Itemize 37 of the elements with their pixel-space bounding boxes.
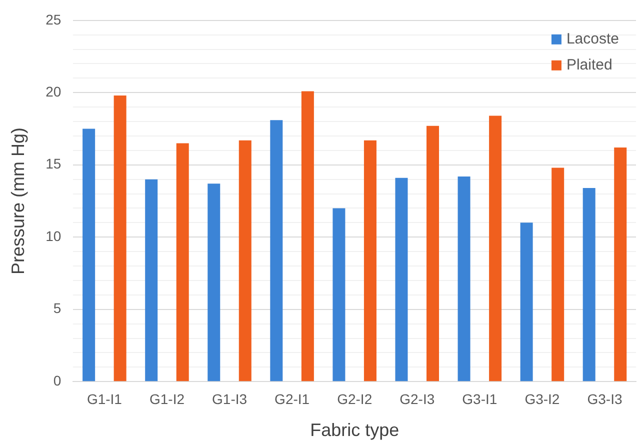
x-tick-label: G3-I1: [462, 390, 498, 407]
bar: [208, 184, 220, 382]
bar: [552, 168, 564, 382]
y-tick-label: 20: [46, 84, 62, 100]
x-tick-label: G2-I1: [274, 390, 310, 407]
x-tick-label: G3-I3: [587, 390, 622, 407]
y-tick-label: 5: [53, 300, 62, 316]
bar: [238, 140, 252, 382]
bar: [114, 96, 126, 382]
y-tick-label: 25: [46, 11, 62, 28]
x-tick-label: G1-I2: [149, 390, 185, 407]
bar: [426, 126, 440, 382]
bar: [364, 140, 376, 382]
y-tick-label: 15: [46, 156, 62, 172]
bar: [301, 91, 314, 382]
bar: [458, 176, 470, 382]
bar: [395, 178, 408, 382]
y-tick-label: 0: [53, 372, 62, 388]
x-axis-title: Fabric type: [310, 420, 400, 440]
x-tick-label: G1-I3: [212, 390, 248, 407]
x-tick-label: G3-I2: [524, 390, 560, 407]
x-tick-label: G2-I3: [400, 390, 435, 407]
x-tick-label: G2-I2: [337, 390, 372, 407]
bar: [614, 148, 627, 382]
bar: [270, 120, 283, 382]
bar: [332, 208, 346, 382]
legend-label: Lacoste: [566, 30, 620, 48]
y-tick-label: 10: [46, 228, 62, 244]
y-axis-title: Pressure (mm Hg): [8, 127, 28, 275]
bar: [176, 143, 189, 382]
x-tick-label: G1-I1: [86, 390, 122, 407]
bar: [582, 188, 596, 382]
bar: [145, 179, 158, 382]
legend-label: Plaited: [566, 56, 612, 74]
bar: [520, 222, 533, 382]
bar: [489, 116, 502, 382]
bar: [82, 128, 96, 382]
